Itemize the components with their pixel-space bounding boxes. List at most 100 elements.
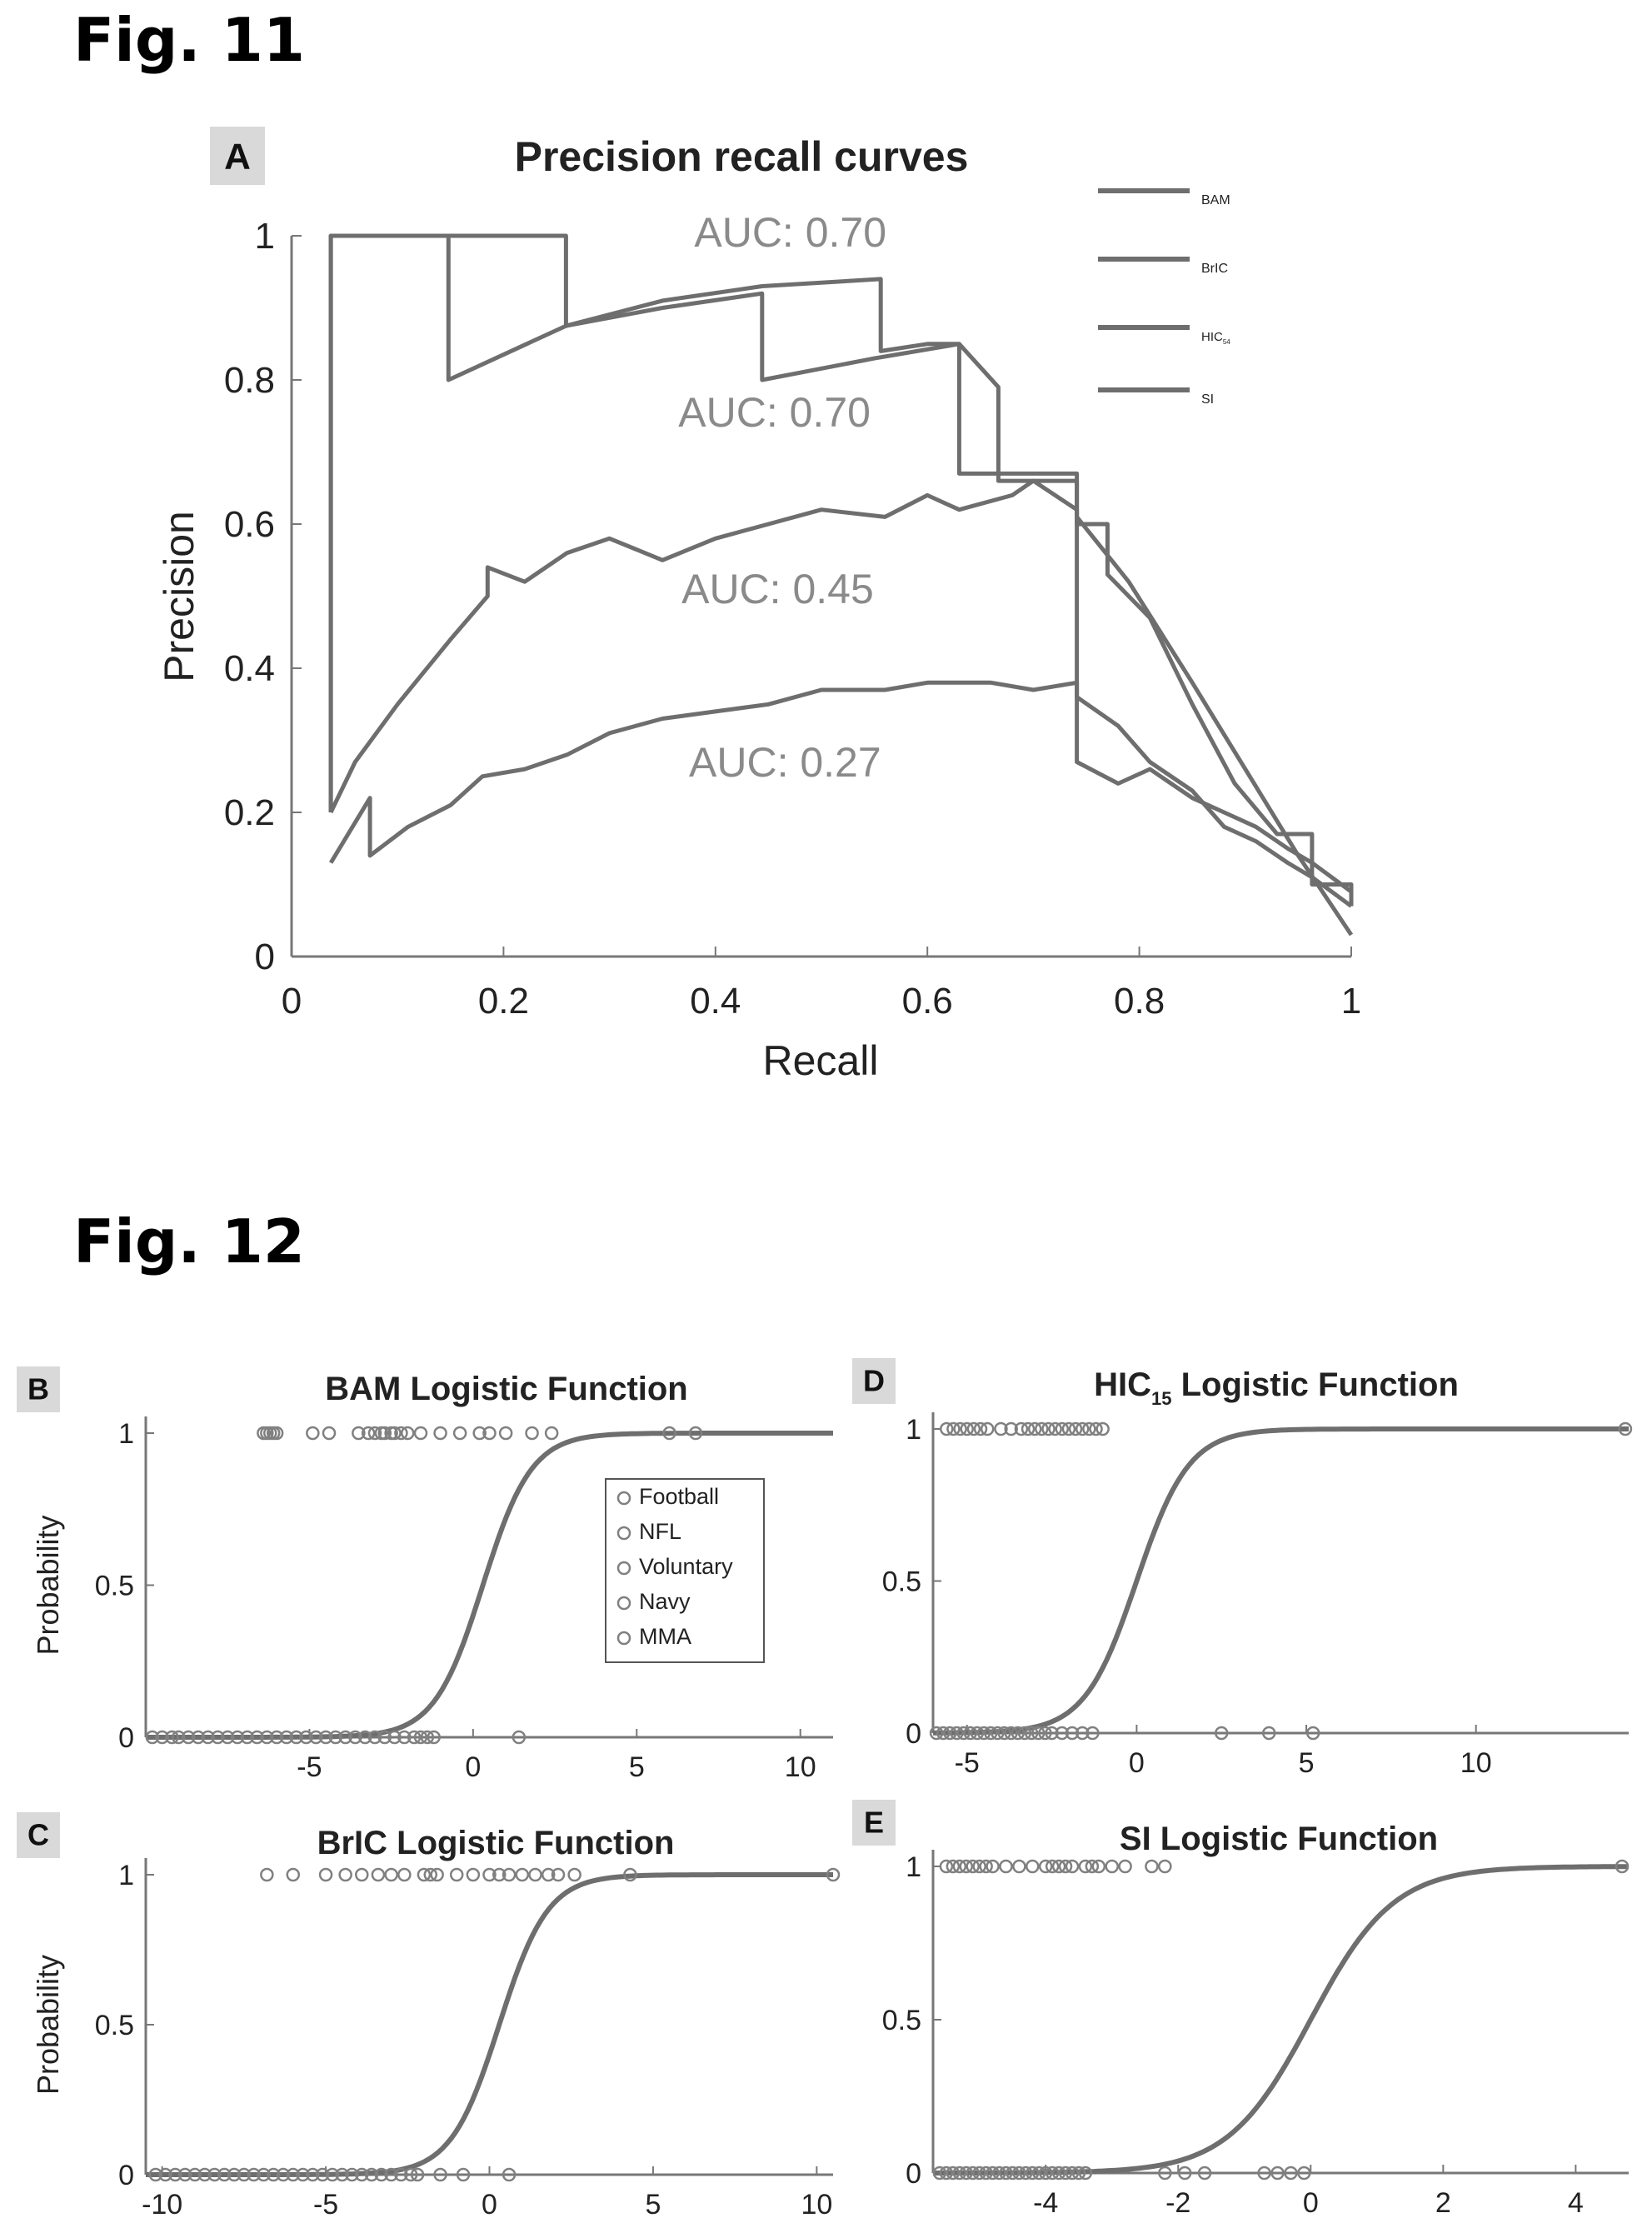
panel-c-point: [355, 2167, 369, 2182]
panel-e-point: [1177, 2166, 1192, 2181]
panel-c-point: [423, 1867, 438, 1882]
panel-d-point: [1089, 1421, 1103, 1436]
panel-d-logistic-curve: [932, 1426, 1629, 1736]
panel-c-point: [276, 2167, 291, 2182]
panel-b-point: [145, 1730, 160, 1745]
panel-b-point: [357, 1730, 372, 1745]
panel-e-point: [1065, 1859, 1080, 1874]
panel-c-title: BrIC Logistic Function: [317, 1825, 675, 1861]
panel-b-point: [352, 1426, 366, 1441]
panel-b-point: [688, 1426, 703, 1441]
panel-c-point: [306, 2167, 320, 2182]
panel-a-xtick-label: 0.4: [690, 981, 741, 1022]
panel-c-point: [315, 2167, 330, 2182]
panel-b-point: [338, 1730, 352, 1745]
panel-b-point: [155, 1730, 169, 1745]
panel-d-point: [1305, 1726, 1320, 1741]
panel-c-point: [371, 1867, 386, 1882]
panel-e-point: [1105, 1859, 1119, 1874]
panel-d-point: [950, 1726, 964, 1741]
panel-c-point: [433, 2167, 447, 2182]
panel-c-logistic-curve: [146, 1872, 833, 2177]
panel-d-point: [1061, 1421, 1076, 1436]
panel-c-ytick-label: 0: [118, 2160, 134, 2191]
panel-b-point: [377, 1730, 392, 1745]
panel-c-point: [410, 2167, 425, 2182]
panel-d-point: [1068, 1421, 1083, 1436]
panel-a-ytick-label: 1: [255, 216, 275, 257]
panel-d-point: [1045, 1726, 1059, 1741]
panel-b-point: [191, 1730, 206, 1745]
panel-e-letter-bg: [852, 1800, 896, 1846]
panel-b-legend-label: MMA: [639, 1624, 691, 1649]
panel-d-point: [1017, 1726, 1032, 1741]
panel-e-point: [1078, 1859, 1093, 1874]
panel-b-point: [306, 1426, 320, 1441]
panel-a-legend-label: SI54: [1201, 392, 1214, 407]
panel-b-ytick-label: 0: [118, 1722, 134, 1754]
panel-c-point: [247, 2167, 261, 2182]
panel-c-point: [168, 2167, 182, 2182]
panel-b-point: [498, 1426, 513, 1441]
panel-c-point: [403, 2167, 418, 2182]
panel-a-ytick-label: 0.4: [224, 648, 275, 689]
panel-d-point: [973, 1421, 988, 1436]
panel-d-point: [1048, 1421, 1062, 1436]
panel-e-point: [1158, 1859, 1172, 1874]
panel-a-ytick-label: 0.6: [224, 504, 275, 545]
panel-c-point: [397, 1867, 412, 1882]
panel-d-point: [1065, 1726, 1080, 1741]
panel-c-point: [492, 1867, 507, 1882]
panel-b-point: [260, 1730, 274, 1745]
panel-e-xtick-label: 2: [1435, 2187, 1451, 2219]
panel-c-point: [384, 2167, 398, 2182]
panel-d-point: [983, 1726, 998, 1741]
panel-a-auc-label-3: AUC: 0.45: [681, 566, 874, 612]
panel-d-point: [1041, 1421, 1056, 1436]
panel-b-ytick-label: 1: [118, 1418, 134, 1450]
panel-d-point: [1075, 1726, 1090, 1741]
panel-b-legend-marker: [616, 1526, 631, 1541]
panel-e-point: [932, 2166, 947, 2181]
panel-b-ytick-label: 0.5: [95, 1571, 134, 1602]
panel-e-point: [939, 1859, 954, 1874]
panel-b-legend-box: [605, 1478, 765, 1663]
panel-e-point: [1197, 2166, 1212, 2181]
panel-b-point: [328, 1730, 343, 1745]
panel-d-point: [1214, 1726, 1229, 1741]
panel-d-xtick-label: 10: [1460, 1747, 1492, 1779]
panel-e-point: [952, 2166, 967, 2181]
panel-b-point: [220, 1730, 235, 1745]
panel-b-point: [181, 1730, 196, 1745]
panel-d-point: [1011, 1726, 1026, 1741]
panel-e-point: [966, 1859, 980, 1874]
panel-e-point: [1145, 1859, 1159, 1874]
panel-b-ylabel: Probability: [31, 1515, 65, 1655]
panel-d-letter-bg: [852, 1358, 896, 1404]
panel-b-xtick-label: 5: [629, 1751, 645, 1783]
panel-a-auc-label-1: AUC: 0.70: [694, 209, 886, 256]
panel-b-legend-marker: [616, 1631, 631, 1646]
panel-b-point: [387, 1730, 402, 1745]
panel-c-point: [227, 2167, 242, 2182]
panel-c-point: [502, 2167, 517, 2182]
panel-b-point: [401, 1426, 415, 1441]
panel-e-point: [1078, 2166, 1093, 2181]
panel-b-point: [413, 1426, 428, 1441]
panel-e-point: [1058, 1859, 1073, 1874]
panel-c-xtick-label: -5: [313, 2189, 338, 2221]
panel-e-logistic-curve: [933, 1864, 1629, 2176]
panel-d-point: [960, 1421, 974, 1436]
panel-c-point: [623, 1867, 637, 1882]
panel-c-point: [257, 2167, 271, 2182]
panel-d-point: [1027, 1421, 1042, 1436]
panel-e-point: [1012, 1859, 1026, 1874]
panel-b-point: [230, 1730, 245, 1745]
panel-b-point: [377, 1426, 392, 1441]
panel-a-ytick-label: 0.8: [224, 360, 275, 401]
panel-e-point: [1038, 2166, 1053, 2181]
panel-b-legend-marker: [616, 1561, 631, 1576]
panel-c-point: [197, 2167, 212, 2182]
panel-a-series-2: [328, 233, 1354, 907]
panel-b-point: [662, 1426, 676, 1441]
